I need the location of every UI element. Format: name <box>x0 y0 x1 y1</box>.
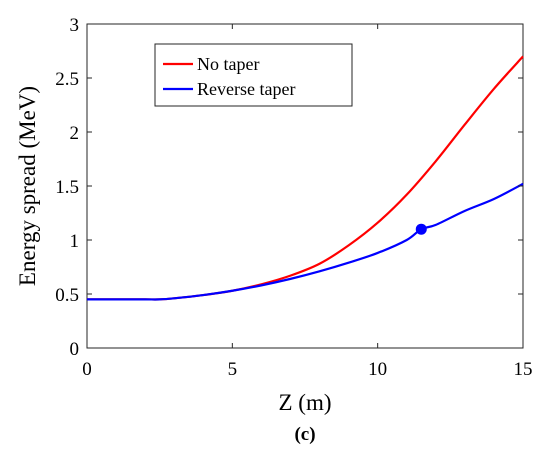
axis-ticks <box>86 23 524 349</box>
y-tick-label: 3 <box>70 15 80 36</box>
y-tick-label: 1 <box>70 231 80 252</box>
legend-label: Reverse taper <box>197 79 295 99</box>
y-tick-label: 1.5 <box>55 177 79 198</box>
y-axis-label: Energy spread (MeV) <box>15 86 40 286</box>
data-point-marker <box>415 223 427 235</box>
x-axis-label: Z (m) <box>278 390 331 415</box>
legend-label: No taper <box>197 54 259 74</box>
data-markers <box>415 223 427 235</box>
y-tick-label: 0.5 <box>55 285 79 306</box>
legend-box <box>154 43 353 107</box>
panel-label: (c) <box>294 424 315 445</box>
x-tick-label: 0 <box>82 359 92 380</box>
legend: No taper Reverse taper <box>154 43 353 107</box>
x-tick-label: 10 <box>368 359 387 380</box>
tick-labels: 0 5 10 15 0 0.5 1 1.5 2 2.5 3 <box>55 15 532 380</box>
series-lines <box>86 55 524 301</box>
series-line-reverse-taper <box>86 182 524 301</box>
x-tick-label: 5 <box>228 359 238 380</box>
x-tick-label: 15 <box>514 359 533 380</box>
y-tick-label: 2 <box>70 123 80 144</box>
y-tick-label: 2.5 <box>55 69 79 90</box>
y-tick-label: 0 <box>70 339 80 360</box>
